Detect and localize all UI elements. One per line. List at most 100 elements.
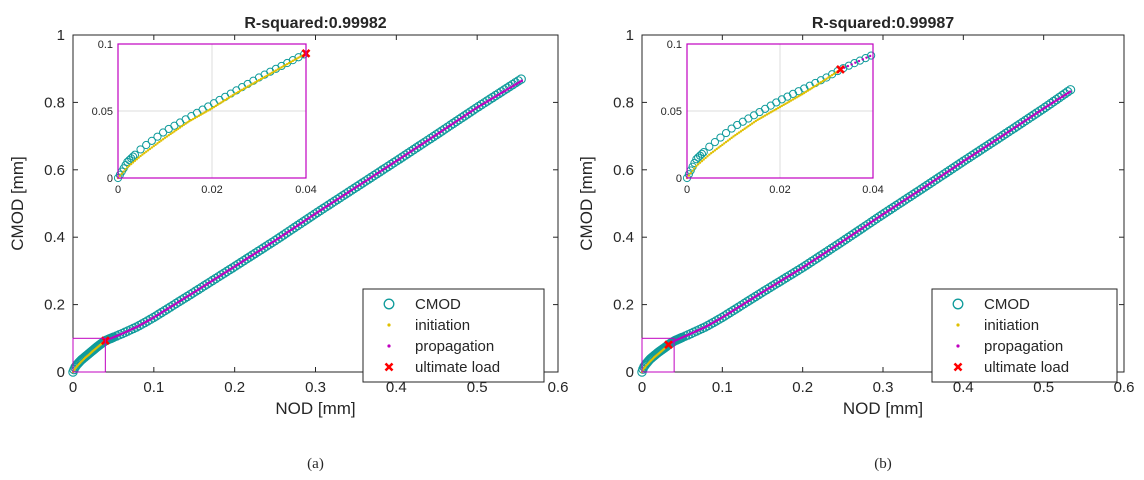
propagation-point (912, 193, 915, 196)
propagation-point (1060, 95, 1064, 99)
inset-initiation-point (263, 75, 266, 79)
propagation-point (795, 269, 799, 273)
inset-initiation-point (693, 167, 696, 170)
propagation-point (916, 190, 919, 193)
inset-initiation-point (139, 154, 142, 158)
inset-initiation-point (728, 138, 731, 141)
x-tick-label: 0.6 (1114, 379, 1135, 396)
inset-initiation-point (182, 123, 185, 127)
propagation-point (291, 227, 295, 230)
inset-frame (686, 43, 874, 179)
inset-initiation-point (784, 102, 787, 105)
propagation-point (235, 263, 238, 267)
propagation-point (180, 298, 184, 302)
propagation-point (182, 297, 186, 300)
propagation-point (855, 230, 859, 233)
x-axis-label: NOD [mm] (275, 399, 355, 418)
propagation-point (727, 312, 731, 315)
propagation-point (150, 317, 154, 320)
propagation-point (275, 237, 279, 241)
propagation-point (1014, 125, 1018, 129)
propagation-point (835, 243, 839, 247)
propagation-point (324, 205, 327, 209)
propagation-point (944, 171, 947, 175)
propagation-point (980, 147, 984, 151)
inset-initiation-point (773, 108, 776, 112)
propagation-point (390, 162, 394, 165)
inset-initiation-point (709, 151, 713, 155)
propagation-point (336, 197, 340, 201)
inset-initiation-point (184, 122, 187, 125)
propagation-point (866, 223, 869, 227)
propagation-point (289, 228, 293, 232)
inset-initiation-point (240, 88, 244, 92)
inset-initiation-point (752, 121, 756, 124)
y-tick-label: 1 (626, 27, 634, 44)
cmod-point (773, 277, 783, 288)
propagation-point (118, 333, 121, 337)
cmod-point (134, 320, 144, 331)
propagation-point (471, 108, 475, 112)
inset-propagation-point (865, 56, 868, 59)
propagation-point (229, 267, 232, 271)
propagation-point (340, 195, 344, 198)
propagation-point (447, 125, 451, 128)
chart-title: R-squared:0.99987 (812, 15, 954, 32)
propagation-point (679, 336, 682, 340)
cmod-point (793, 265, 803, 276)
inset-initiation-point (778, 105, 782, 109)
legend-label: ultimate load (415, 359, 500, 376)
propagation-point (693, 330, 696, 334)
inset-initiation-point (295, 57, 298, 60)
propagation-point (801, 265, 805, 269)
panel-a: 0 0.1 0.2 0.3 0.4 0.5 0.6 0 0.2 0.4 0.6 0.8 1 R-squar… (8, 15, 568, 472)
propagation-point (749, 298, 753, 301)
inset-cmod-point (690, 158, 699, 168)
propagation-point (483, 101, 487, 104)
propagation-point (685, 334, 688, 337)
inset-initiation-point (235, 91, 238, 95)
propagation-point (320, 208, 323, 211)
cmod-point (703, 320, 713, 331)
inset-initiation-point (793, 97, 797, 100)
inset-initiation-point (700, 159, 704, 163)
inset-initiation-point (286, 62, 289, 66)
y-axis-label: CMOD [mm] (577, 156, 596, 250)
propagation-point (271, 240, 275, 244)
propagation-point (298, 223, 301, 226)
inset-propagation-point (861, 58, 864, 61)
legend-label: CMOD (984, 296, 1030, 313)
legend: CMOD initiation propagation ultimate load (931, 288, 1118, 383)
propagation-point (938, 175, 941, 179)
propagation-point (779, 279, 783, 283)
propagation-point (1008, 129, 1012, 133)
propagation-point (203, 284, 206, 288)
propagation-point (346, 191, 350, 194)
propagation-point (896, 203, 899, 207)
inset-initiation-point (128, 164, 131, 167)
inset-initiation-point (786, 101, 789, 104)
propagation-point (715, 319, 719, 322)
propagation-point (936, 177, 939, 180)
propagation-point (174, 302, 178, 305)
propagation-point (974, 151, 978, 155)
propagation-point (934, 178, 937, 182)
propagation-point (326, 204, 329, 208)
propagation-point (431, 135, 435, 139)
propagation-point (112, 335, 115, 339)
propagation-point (354, 186, 358, 189)
inset-initiation-point (141, 153, 144, 156)
propagation-point (813, 258, 817, 261)
propagation-point (494, 95, 497, 98)
propagation-point (122, 331, 125, 335)
inset-initiation-point (186, 121, 189, 124)
propagation-point (225, 270, 228, 273)
inset-initiation-point (278, 67, 281, 70)
propagation-point (1068, 90, 1072, 93)
inset-initiation-point (169, 132, 172, 136)
propagation-point (1022, 120, 1026, 123)
propagation-point (1016, 124, 1020, 127)
propagation-point (705, 324, 708, 328)
propagation-point (982, 146, 986, 150)
inset-initiation-point (788, 100, 791, 103)
